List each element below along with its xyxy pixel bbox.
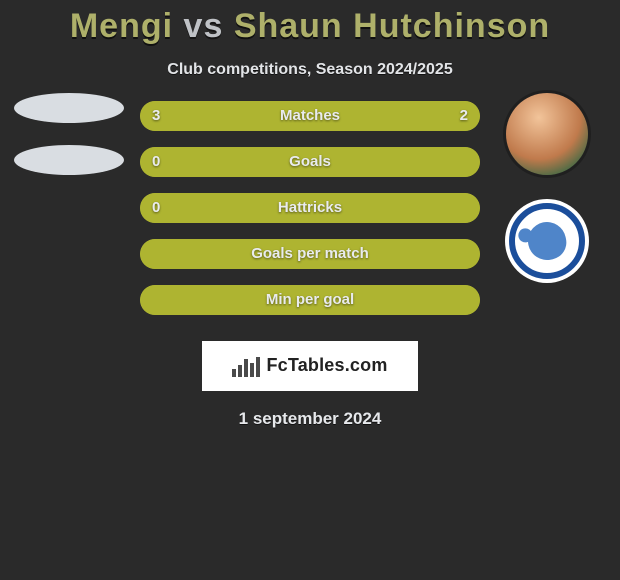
date-text: 1 september 2024 bbox=[0, 409, 620, 429]
bar-value-right: 2 bbox=[460, 101, 468, 131]
bar-label: Hattricks bbox=[140, 193, 480, 223]
stat-bar-row: Matches3 2 bbox=[140, 101, 480, 131]
stat-bar-row: Hattricks0 bbox=[140, 193, 480, 223]
comparison-area: Matches32Goals0Hattricks0Goals per match… bbox=[0, 101, 620, 331]
bar-value-left: 0 bbox=[152, 147, 160, 177]
bar-label: Min per goal bbox=[140, 285, 480, 315]
bar-label: Matches bbox=[140, 101, 480, 131]
left-player-column bbox=[4, 93, 134, 197]
right-club-badge bbox=[505, 199, 589, 283]
right-player-column bbox=[492, 93, 602, 283]
bar-value-left: 0 bbox=[152, 193, 160, 223]
stat-bar-row: Goals0 bbox=[140, 147, 480, 177]
stat-bars: Matches32Goals0Hattricks0Goals per match… bbox=[140, 101, 480, 331]
logo-text: FcTables.com bbox=[266, 355, 387, 376]
title-player1: Mengi bbox=[70, 7, 173, 45]
bar-label: Goals bbox=[140, 147, 480, 177]
left-badge-placeholder bbox=[14, 145, 124, 175]
bar-label: Goals per match bbox=[140, 239, 480, 269]
left-avatar-placeholder bbox=[14, 93, 124, 123]
subtitle: Club competitions, Season 2024/2025 bbox=[0, 61, 620, 79]
bar-value-left: 3 bbox=[152, 101, 160, 131]
stat-bar-row: Min per goal bbox=[140, 285, 480, 315]
stat-bar-row: Goals per match bbox=[140, 239, 480, 269]
title-player2: Shaun Hutchinson bbox=[234, 7, 550, 45]
right-avatar bbox=[506, 93, 588, 175]
fctables-logo: FcTables.com bbox=[202, 341, 418, 391]
title-vs: vs bbox=[184, 7, 224, 45]
page-title: Mengi vs Shaun Hutchinson bbox=[0, 0, 620, 47]
logo-bars-icon bbox=[232, 355, 260, 377]
